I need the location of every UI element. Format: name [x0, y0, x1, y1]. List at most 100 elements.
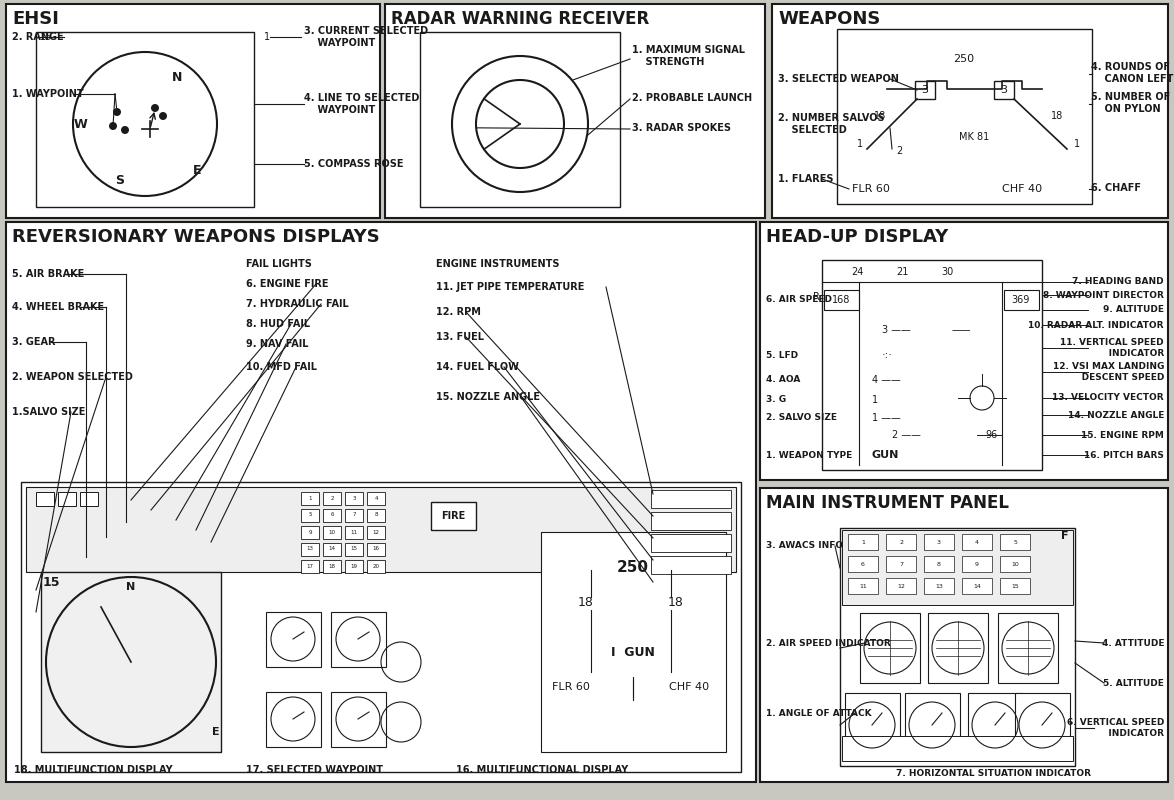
- Circle shape: [158, 112, 167, 120]
- Text: 6: 6: [861, 562, 865, 566]
- Bar: [301, 526, 319, 539]
- Text: 1.SALVO SIZE: 1.SALVO SIZE: [12, 407, 86, 417]
- Bar: [845, 693, 900, 758]
- Bar: [998, 613, 1058, 683]
- Bar: [772, 4, 1168, 218]
- Text: 5. ALTITUDE: 5. ALTITUDE: [1104, 678, 1163, 687]
- Text: 1: 1: [872, 395, 878, 405]
- Text: 17: 17: [306, 563, 313, 569]
- Text: ENGINE INSTRUMENTS: ENGINE INSTRUMENTS: [436, 259, 560, 269]
- Text: HEAD-UP DISPLAY: HEAD-UP DISPLAY: [765, 228, 949, 246]
- Text: 2. AIR SPEED INDICATOR: 2. AIR SPEED INDICATOR: [765, 638, 891, 647]
- Text: 13: 13: [935, 583, 943, 589]
- Text: 4 ——: 4 ——: [872, 375, 900, 385]
- Text: 3: 3: [922, 85, 929, 95]
- Text: 9: 9: [309, 530, 312, 534]
- Text: 6: 6: [330, 513, 333, 518]
- Circle shape: [109, 122, 117, 130]
- Text: 12. VSI MAX LANDING
     DESCENT SPEED: 12. VSI MAX LANDING DESCENT SPEED: [1053, 362, 1163, 382]
- Text: 9. ALTITUDE: 9. ALTITUDE: [1104, 306, 1163, 314]
- Text: 5. COMPASS ROSE: 5. COMPASS ROSE: [304, 159, 404, 169]
- Bar: [652, 534, 731, 552]
- Text: 10. RADAR ALT. INDICATOR: 10. RADAR ALT. INDICATOR: [1028, 321, 1163, 330]
- Text: EHSI: EHSI: [12, 10, 59, 28]
- Bar: [420, 32, 620, 207]
- Bar: [345, 560, 363, 573]
- Text: 1. FLARES: 1. FLARES: [778, 174, 834, 184]
- Bar: [80, 492, 97, 506]
- Bar: [345, 509, 363, 522]
- Text: 14: 14: [973, 583, 981, 589]
- Text: 4: 4: [375, 495, 378, 501]
- Text: ——: ——: [952, 325, 972, 335]
- Text: 1: 1: [309, 495, 312, 501]
- Text: WEAPONS: WEAPONS: [778, 10, 880, 28]
- Bar: [323, 560, 340, 573]
- Text: 11: 11: [351, 530, 358, 534]
- Text: 8: 8: [937, 562, 940, 566]
- Bar: [760, 222, 1168, 480]
- Bar: [962, 534, 992, 550]
- Bar: [1016, 693, 1070, 758]
- Text: 11: 11: [859, 583, 866, 589]
- Text: MAIN INSTRUMENT PANEL: MAIN INSTRUMENT PANEL: [765, 494, 1008, 512]
- Text: 4. AOA: 4. AOA: [765, 375, 801, 385]
- Text: 18: 18: [329, 563, 336, 569]
- Text: 250: 250: [618, 559, 649, 574]
- Text: 6. CHAFF: 6. CHAFF: [1091, 183, 1141, 193]
- Text: 16. PITCH BARS: 16. PITCH BARS: [1084, 450, 1163, 459]
- Bar: [848, 534, 878, 550]
- Text: 13. FUEL: 13. FUEL: [436, 332, 484, 342]
- Text: I  GUN: I GUN: [610, 646, 655, 658]
- Bar: [323, 543, 340, 556]
- Bar: [58, 492, 76, 506]
- Text: 9. NAV FAIL: 9. NAV FAIL: [247, 339, 309, 349]
- Text: 18: 18: [668, 595, 684, 609]
- Text: FLR 60: FLR 60: [552, 682, 591, 692]
- Text: 18: 18: [873, 111, 886, 121]
- Text: 3. CURRENT SELECTED
    WAYPOINT: 3. CURRENT SELECTED WAYPOINT: [304, 26, 429, 48]
- Text: 5. LFD: 5. LFD: [765, 350, 798, 359]
- Bar: [323, 526, 340, 539]
- Text: 5: 5: [1013, 539, 1017, 545]
- Text: 2: 2: [896, 146, 902, 156]
- Bar: [41, 572, 221, 752]
- Text: W: W: [74, 118, 88, 130]
- Text: RADAR WARNING RECEIVER: RADAR WARNING RECEIVER: [391, 10, 649, 28]
- Text: FAIL LIGHTS: FAIL LIGHTS: [247, 259, 312, 269]
- Bar: [924, 534, 954, 550]
- Bar: [331, 612, 386, 667]
- Text: 12: 12: [372, 530, 379, 534]
- Text: 5: 5: [309, 513, 312, 518]
- Bar: [969, 693, 1023, 758]
- Bar: [1000, 556, 1030, 572]
- Bar: [367, 543, 385, 556]
- Text: 1: 1: [1074, 139, 1080, 149]
- Bar: [385, 4, 765, 218]
- Text: 15: 15: [351, 546, 358, 551]
- Text: 2: 2: [899, 539, 903, 545]
- Bar: [927, 613, 989, 683]
- Text: R: R: [814, 292, 819, 302]
- Text: 18. MULTIFUNCTION DISPLAY: 18. MULTIFUNCTION DISPLAY: [14, 765, 173, 775]
- Text: 3. G: 3. G: [765, 395, 787, 405]
- Bar: [6, 222, 756, 782]
- Bar: [824, 290, 859, 310]
- Text: 21: 21: [896, 267, 909, 277]
- Text: 2: 2: [330, 495, 333, 501]
- Text: F: F: [1061, 531, 1068, 541]
- Bar: [367, 526, 385, 539]
- Text: 4. ATTITUDE: 4. ATTITUDE: [1101, 638, 1163, 647]
- Bar: [541, 532, 726, 752]
- Bar: [841, 528, 1075, 766]
- Text: 19: 19: [351, 563, 358, 569]
- Text: 13. VELOCITY VECTOR: 13. VELOCITY VECTOR: [1052, 394, 1163, 402]
- Text: 24: 24: [851, 267, 863, 277]
- Circle shape: [121, 126, 129, 134]
- Text: 96: 96: [986, 430, 998, 440]
- Text: 8: 8: [375, 513, 378, 518]
- Bar: [886, 534, 916, 550]
- Bar: [842, 736, 1073, 761]
- Bar: [345, 543, 363, 556]
- Text: 250: 250: [953, 54, 974, 64]
